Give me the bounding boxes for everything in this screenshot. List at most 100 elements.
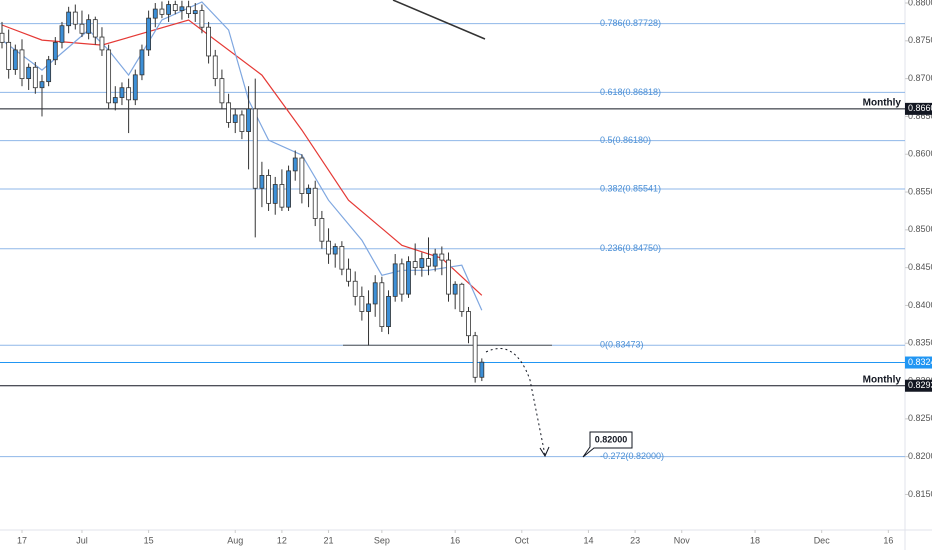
candle-body bbox=[366, 303, 371, 312]
candle-body bbox=[306, 187, 311, 194]
fib-label: 0.236(0.84750) bbox=[600, 243, 661, 253]
candle-body bbox=[472, 335, 478, 378]
candle-body bbox=[0, 32, 5, 43]
candle-body bbox=[26, 66, 32, 80]
projection-arrowhead bbox=[539, 446, 550, 458]
candle-body bbox=[379, 282, 385, 328]
x-tick-label: 12 bbox=[277, 535, 287, 545]
x-tick-label: 14 bbox=[583, 535, 593, 545]
y-tick-label: 0.82500 bbox=[908, 413, 932, 423]
candle-body bbox=[412, 261, 418, 269]
candle-body bbox=[246, 108, 251, 132]
x-tick-label: 23 bbox=[630, 535, 640, 545]
candle-body bbox=[332, 246, 338, 255]
candle-body bbox=[92, 19, 98, 38]
x-tick-label: 17 bbox=[17, 535, 27, 545]
candle-body bbox=[392, 263, 398, 297]
fib-label: 0(0.83473) bbox=[600, 340, 644, 350]
y-tick-label: 0.84500 bbox=[908, 262, 932, 272]
price-tag-label: 0.82938 bbox=[908, 380, 932, 390]
x-tick-label: 15 bbox=[144, 535, 154, 545]
candle-body bbox=[426, 258, 431, 267]
candle-body bbox=[299, 157, 305, 194]
candle-body bbox=[166, 4, 172, 15]
x-tick-label: 18 bbox=[750, 535, 760, 545]
candle-body bbox=[192, 10, 198, 15]
fib-label: 0.786(0.87728) bbox=[600, 18, 661, 28]
y-tick-label: 0.82000 bbox=[908, 451, 932, 461]
candle-body bbox=[206, 26, 211, 57]
level-label: Monthly bbox=[863, 374, 902, 385]
candle-body bbox=[52, 41, 58, 61]
candle-body bbox=[152, 8, 158, 19]
candle-body bbox=[132, 74, 138, 101]
candle-body bbox=[312, 187, 318, 219]
y-tick-label: 0.83500 bbox=[908, 338, 932, 348]
candle-body bbox=[432, 253, 438, 267]
candle-body bbox=[172, 4, 178, 11]
candle-body bbox=[466, 311, 471, 337]
candle-body bbox=[106, 49, 112, 104]
candle-body bbox=[232, 114, 238, 123]
target-callout: 0.82000 bbox=[582, 431, 633, 458]
candle-body bbox=[86, 19, 92, 34]
candle-body bbox=[19, 49, 25, 80]
x-tick-label: Sep bbox=[374, 535, 390, 545]
candle-body bbox=[66, 11, 72, 27]
candle-body bbox=[199, 10, 205, 28]
candle-body bbox=[79, 23, 85, 34]
y-tick-label: 0.87000 bbox=[908, 73, 932, 83]
candle-body bbox=[266, 175, 271, 204]
projection-arrow bbox=[485, 348, 546, 456]
fib-label: 0.382(0.85541) bbox=[600, 183, 661, 193]
candle-body bbox=[419, 258, 425, 269]
y-tick-label: 0.86000 bbox=[908, 149, 932, 159]
candle-body bbox=[112, 97, 118, 104]
fib-label: 0.618(0.86818) bbox=[600, 87, 661, 97]
candle-body bbox=[39, 81, 45, 89]
candle-body bbox=[6, 41, 12, 70]
price-tag bbox=[905, 102, 932, 115]
candle-body bbox=[12, 49, 18, 70]
candle-body bbox=[99, 36, 105, 51]
candle-body bbox=[212, 55, 218, 80]
price-tag-label: 0.86600 bbox=[908, 103, 932, 113]
candle-body bbox=[319, 218, 325, 242]
x-tick-label: Dec bbox=[814, 535, 831, 545]
candle-body bbox=[399, 263, 405, 295]
candle-body bbox=[126, 87, 132, 101]
y-tick-label: 0.86500 bbox=[908, 111, 932, 121]
price-tag bbox=[905, 356, 932, 369]
candle-body bbox=[119, 87, 125, 98]
candle-body bbox=[146, 17, 152, 51]
y-tick-label: 0.85500 bbox=[908, 186, 932, 196]
x-tick-label: Jul bbox=[76, 535, 88, 545]
candle-body bbox=[286, 170, 291, 208]
candle-body bbox=[179, 6, 185, 11]
candle-body bbox=[186, 6, 191, 15]
trendline bbox=[392, 0, 486, 40]
candle-body bbox=[346, 268, 351, 282]
price-tag bbox=[905, 379, 932, 392]
moving-average bbox=[1, 19, 483, 296]
candle-body bbox=[279, 184, 285, 208]
candle-body bbox=[239, 114, 245, 132]
candle-body bbox=[139, 49, 145, 76]
y-tick-label: 0.87500 bbox=[908, 35, 932, 45]
candle-body bbox=[372, 282, 378, 305]
candle-body bbox=[479, 361, 485, 378]
candle-body bbox=[326, 240, 331, 255]
candle-body bbox=[459, 283, 465, 312]
candle-body bbox=[226, 102, 231, 123]
fib-label: 0.5(0.86180) bbox=[600, 135, 651, 145]
candle-body bbox=[352, 280, 358, 297]
price-tag-label: 0.83245 bbox=[908, 357, 932, 367]
candle-body bbox=[292, 157, 298, 172]
level-label: Monthly bbox=[863, 98, 902, 109]
candle-body bbox=[439, 253, 445, 261]
candle-body bbox=[32, 66, 38, 89]
candle-body bbox=[386, 295, 391, 328]
target-box bbox=[582, 431, 633, 458]
